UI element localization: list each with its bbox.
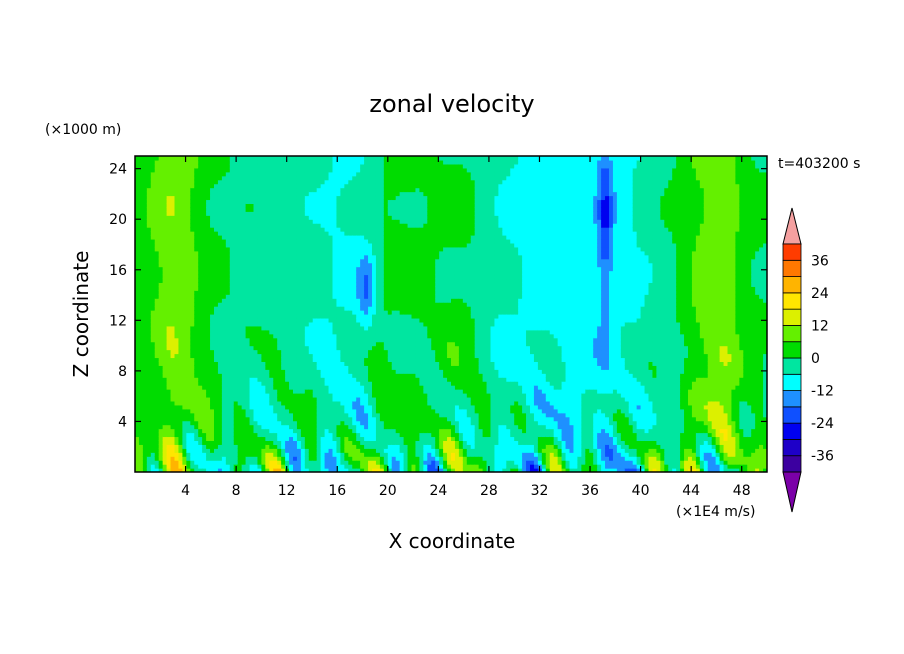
x-tick-label: 32 bbox=[531, 483, 549, 499]
y-unit-label: (×1000 m) bbox=[45, 122, 121, 138]
colorbar-under-arrow bbox=[782, 471, 802, 513]
y-axis-label: Z coordinate bbox=[69, 251, 93, 378]
y-axis-ticks: 4 8 12 16 20 24 bbox=[109, 162, 767, 430]
colorbar-segment bbox=[782, 439, 802, 457]
x-tick-label: 44 bbox=[682, 483, 700, 499]
colorbar-segment bbox=[782, 373, 802, 391]
colorbar-tick-label: 24 bbox=[811, 286, 829, 302]
colorbar-tick-label: 0 bbox=[811, 351, 820, 367]
x-tick-label: 28 bbox=[480, 483, 498, 499]
x-tick-label: 36 bbox=[581, 483, 599, 499]
colorbar-segment bbox=[782, 243, 802, 261]
chart-title: zonal velocity bbox=[369, 90, 534, 118]
colorbar-tick-label: -36 bbox=[811, 449, 834, 465]
colorbar-segment bbox=[782, 341, 802, 359]
colorbar-segment bbox=[782, 390, 802, 408]
x-axis-label: X coordinate bbox=[389, 529, 516, 553]
x-tick-label: 12 bbox=[278, 483, 296, 499]
colorbar-segment bbox=[782, 276, 802, 294]
y-tick-label: 16 bbox=[109, 263, 127, 279]
contour-field bbox=[135, 156, 767, 472]
plot-frame bbox=[134, 155, 768, 473]
x-tick-label: 4 bbox=[181, 483, 190, 499]
colorbar-over-arrow bbox=[782, 207, 802, 245]
x-axis-ticks: 4 8 12 16 20 24 28 32 36 40 44 48 bbox=[181, 156, 751, 499]
y-tick-label: 4 bbox=[118, 414, 127, 430]
x-tick-label: 8 bbox=[232, 483, 241, 499]
x-tick-label: 16 bbox=[328, 483, 346, 499]
colorbar-segment bbox=[782, 292, 802, 310]
colorbar-tick-label: -24 bbox=[811, 416, 834, 432]
colorbar-segment bbox=[782, 406, 802, 424]
colorbar-segment bbox=[782, 422, 802, 440]
colorbar: 36 24 12 0 -12 -24 -36 bbox=[782, 207, 834, 513]
x-tick-label: 48 bbox=[733, 483, 751, 499]
time-label: t=403200 s bbox=[778, 156, 860, 172]
x-tick-label: 24 bbox=[429, 483, 447, 499]
colorbar-segment bbox=[782, 325, 802, 343]
x-tick-label: 40 bbox=[632, 483, 650, 499]
colorbar-segment bbox=[782, 308, 802, 326]
colorbar-tick-label: -12 bbox=[811, 384, 834, 400]
colorbar-segment bbox=[782, 259, 802, 277]
colorbar-tick-label: 36 bbox=[811, 253, 829, 269]
y-tick-label: 12 bbox=[109, 313, 127, 329]
colorbar-segment bbox=[782, 357, 802, 375]
y-tick-label: 8 bbox=[118, 364, 127, 380]
y-tick-label: 24 bbox=[109, 162, 127, 178]
colorbar-unit-label: (×1E4 m/s) bbox=[676, 504, 755, 520]
colorbar-segment bbox=[782, 455, 802, 473]
x-tick-label: 20 bbox=[379, 483, 397, 499]
y-tick-label: 20 bbox=[109, 212, 127, 228]
colorbar-tick-label: 12 bbox=[811, 318, 829, 334]
